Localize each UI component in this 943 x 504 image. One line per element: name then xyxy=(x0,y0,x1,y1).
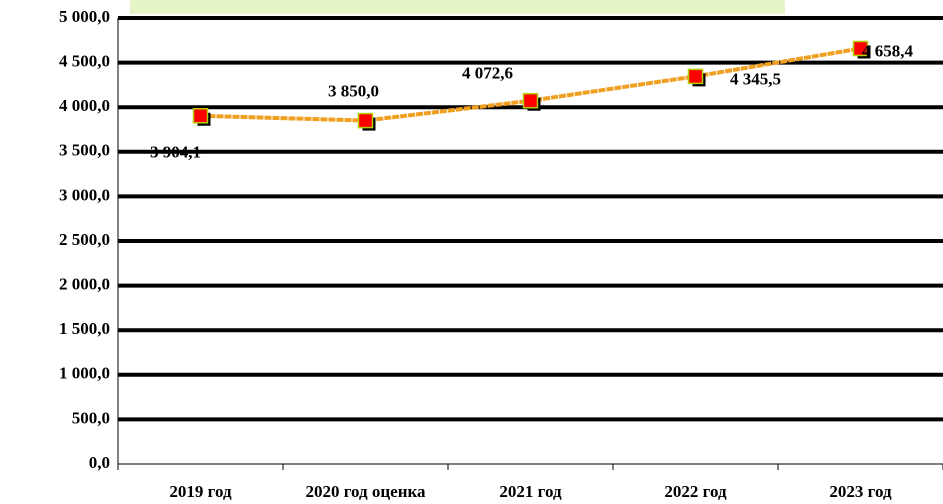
data-label: 4 072,6 xyxy=(462,64,513,83)
y-tick-label: 3 500,0 xyxy=(59,141,110,160)
y-tick-label: 1 000,0 xyxy=(59,364,110,383)
x-tick-label: 2019 год xyxy=(169,482,232,501)
marker xyxy=(192,108,209,124)
header-band xyxy=(130,0,785,14)
y-tick-label: 4 000,0 xyxy=(59,96,110,115)
data-label: 3 850,0 xyxy=(328,81,379,100)
x-tick-label: 2023 год xyxy=(829,482,892,501)
y-tick-label: 1 500,0 xyxy=(59,319,110,338)
data-label: 3 904,1 xyxy=(150,143,201,162)
x-tick-label: 2021 год xyxy=(499,482,562,501)
y-tick-label: 500,0 xyxy=(72,408,110,427)
x-tick-label: 2022 год xyxy=(664,482,727,501)
marker xyxy=(357,112,374,129)
marker xyxy=(687,68,704,85)
y-tick-label: 3 000,0 xyxy=(59,185,110,204)
y-tick-label: 0,0 xyxy=(89,453,110,472)
y-tick-label: 5 000,0 xyxy=(59,7,110,26)
y-tick-label: 2 500,0 xyxy=(59,230,110,249)
y-tick-label: 4 500,0 xyxy=(59,52,110,71)
marker xyxy=(522,92,539,109)
marker xyxy=(852,40,869,57)
x-tick-label: 2020 год оценка xyxy=(305,482,426,501)
y-tick-label: 2 000,0 xyxy=(59,275,110,294)
data-label: 4 658,4 xyxy=(862,41,914,60)
data-label: 4 345,5 xyxy=(730,69,781,88)
